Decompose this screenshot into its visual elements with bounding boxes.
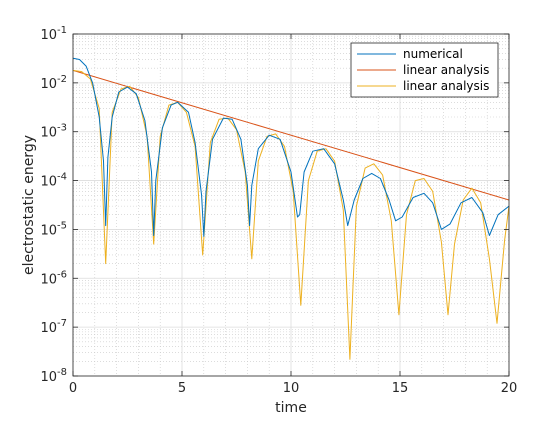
grid-layer xyxy=(72,33,510,377)
y-tick-label: 10-7 xyxy=(40,318,67,336)
series-layer xyxy=(72,57,510,360)
y-tick-label: 10-5 xyxy=(40,220,67,238)
legend-label-linear-analysis-1: linear analysis xyxy=(403,63,489,77)
x-tick-label: 15 xyxy=(392,381,409,396)
legend-label-linear-analysis-2: linear analysis xyxy=(403,79,489,93)
x-tick-label: 0 xyxy=(69,381,77,396)
legend-label-numerical: numerical xyxy=(403,47,463,61)
tick-layer: 0 5 10 15 20 10-8 10-7 10-6 10-5 10-4 10-3 10-2 10-1 xyxy=(40,25,517,396)
series-numerical xyxy=(72,57,510,237)
y-tick-label: 10-2 xyxy=(40,74,67,92)
x-axis-label: time xyxy=(275,400,307,416)
y-tick-label: 10-6 xyxy=(40,269,67,287)
x-tick-label: 5 xyxy=(178,381,186,396)
y-tick-label: 10-8 xyxy=(40,367,67,385)
x-tick-label: 20 xyxy=(501,381,518,396)
y-tick-label: 10-3 xyxy=(40,123,67,141)
y-tick-label: 10-4 xyxy=(40,172,67,190)
legend: numerical linear analysis linear analysi… xyxy=(350,42,499,98)
series-linear-analysis-1 xyxy=(72,69,510,201)
x-tick-label: 10 xyxy=(283,381,300,396)
y-axis-label: electrostatic energy xyxy=(21,135,37,275)
y-tick-label: 10-1 xyxy=(40,25,67,43)
